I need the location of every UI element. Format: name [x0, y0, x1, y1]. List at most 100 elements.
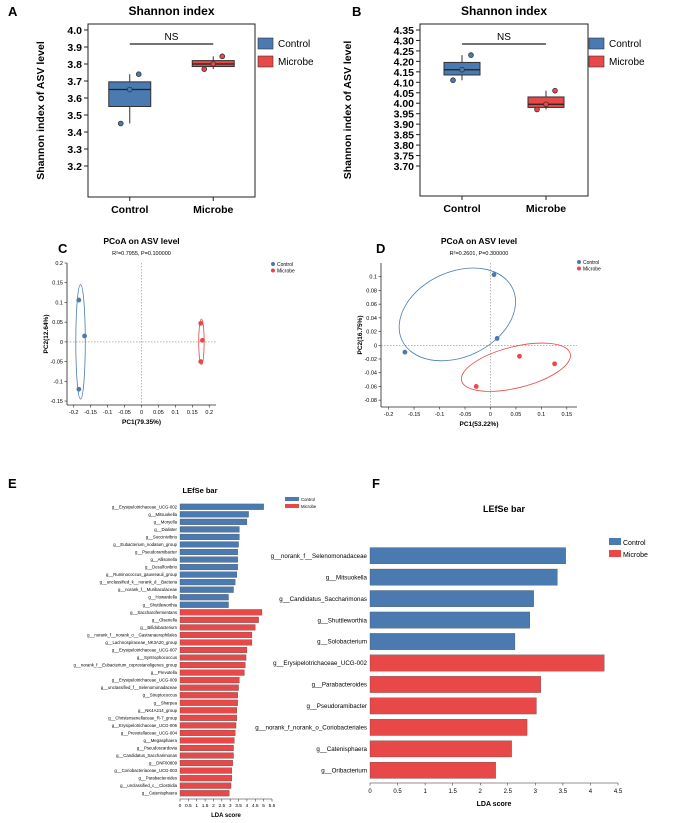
bar-label: g__Shuttleworthia — [143, 602, 178, 607]
panel-e: E LEfSe bar g__Erysipelotrichaceae_UCG-002… — [8, 476, 317, 819]
legend-label: Microbe — [301, 504, 317, 509]
bar-label: g__unclassified_f__Selenomonadaceae — [101, 685, 178, 690]
x-tick-label: 5.5 — [269, 803, 276, 809]
bar-microbe — [179, 616, 259, 623]
panel-letter: D — [376, 241, 385, 256]
bar-label: g__Candidatus_Saccharimonas — [116, 753, 177, 758]
x-axis-label: PC1(53.22%) — [459, 421, 498, 428]
chart-title: PCoA on ASV level — [441, 236, 517, 246]
y-tick-label: 0.04 — [366, 316, 377, 322]
bar-microbe — [179, 646, 248, 654]
x-tick-label: 0.15 — [561, 412, 572, 418]
y-tick-label: 4.35 — [394, 25, 415, 37]
x-tick-label: 4 — [246, 803, 249, 809]
point-microbe — [473, 384, 479, 389]
y-tick-label: 3.70 — [394, 161, 415, 173]
bar-label: g__Sharpea — [154, 700, 178, 705]
y-axis-label: Shannon index of ASV level — [342, 41, 354, 180]
point-control — [76, 297, 82, 303]
legend-label: Control — [623, 540, 646, 547]
bar-label: g__Erysipelotrichaceae_UCG-007 — [112, 648, 178, 653]
x-tick-label: 1.5 — [202, 803, 209, 809]
bar-label: g__Erysipelotrichaceae_UCG-009 — [112, 678, 178, 683]
chart-stats: R²=0.7955, P=0.100000 — [112, 251, 171, 257]
significance-label: NS — [497, 32, 511, 43]
bar-microbe — [179, 609, 263, 616]
plot-frame — [419, 23, 589, 197]
y-tick-label: 3.5 — [67, 110, 82, 122]
panel-a: A Shannon index Shannon index of ASV level… — [8, 4, 314, 216]
bar-label: g__Christensenellaceae_R-7_group — [108, 715, 177, 720]
legend-label: Microbe — [623, 552, 648, 559]
point-microbe — [517, 353, 522, 359]
bar-label: g__Prevotella — [151, 670, 178, 675]
x-tick-label: -0.15 — [84, 410, 97, 416]
legend-label: Microbe — [278, 57, 314, 68]
y-tick-label: 0.02 — [366, 330, 377, 336]
bar-microbe — [179, 684, 239, 691]
bar-microbe — [179, 654, 247, 661]
bar-label: g__Dialister — [154, 527, 177, 532]
bar-control — [179, 556, 238, 563]
y-tick-label: 0 — [374, 343, 377, 349]
point-microbe — [200, 337, 205, 343]
x-tick-label: 2.5 — [218, 803, 225, 809]
y-tick-label: 4.15 — [394, 67, 415, 79]
y-tick-label: 3.80 — [394, 140, 415, 152]
bar-control — [179, 548, 238, 556]
x-tick-label: 0.2 — [205, 410, 213, 416]
y-tick-label: 0.05 — [52, 320, 63, 326]
data-point — [135, 71, 142, 77]
bar-label: g__Candidatus_Saccharimonas — [279, 596, 367, 603]
x-tick-label: 0.05 — [153, 410, 164, 416]
legend-marker — [577, 266, 581, 271]
y-axis-label: PC2(16.75%) — [357, 315, 364, 354]
y-tick-label: 3.9 — [67, 42, 82, 54]
x-tick-label: 5 — [262, 803, 265, 809]
bar-microbe — [179, 775, 233, 782]
confidence-ellipse-microbe — [460, 342, 571, 392]
point-control — [82, 333, 88, 339]
bar-label: g__Lachnospiraceae_NK3A20_group — [105, 640, 177, 645]
panel-letter: F — [372, 476, 380, 491]
x-tick-label: 0.1 — [538, 412, 546, 418]
x-tick-label: -0.15 — [408, 412, 421, 418]
x-tick-label: 3.5 — [235, 803, 242, 809]
legend-label: Control — [609, 39, 641, 50]
bar-microbe — [179, 722, 237, 729]
bar-control — [369, 611, 530, 629]
bar-label: g__norank_f__Selenomonadaceae — [271, 553, 368, 560]
data-point — [117, 120, 124, 127]
y-tick-label: 0.1 — [55, 300, 63, 306]
bar-label: g__Prevotellaceae_UCG-004 — [121, 730, 178, 735]
bar-microbe — [369, 740, 512, 758]
bar-label: g__Moryella — [154, 519, 178, 524]
bar-label: g__Pseudoramibacter — [306, 703, 367, 710]
bar-label: g__Oribacterium — [321, 767, 367, 774]
point-control — [402, 349, 408, 355]
bar-control — [369, 590, 534, 607]
chart-title: Shannon index — [128, 4, 214, 18]
legend-marker — [271, 262, 275, 266]
bar-label: g__Parabacteroides — [312, 682, 367, 689]
bar-microbe — [179, 744, 234, 752]
bar-label: g__Eubacterium_nodatum_group — [113, 542, 177, 547]
x-tick-label: -0.2 — [384, 412, 393, 418]
legend-swatch — [285, 504, 299, 508]
bar-microbe — [179, 631, 253, 638]
bar-microbe — [179, 699, 238, 706]
bar-microbe — [179, 639, 253, 646]
bar-control — [179, 511, 249, 518]
chart-title: LEfSe bar — [483, 504, 526, 514]
chart-title: LEfSe bar — [182, 486, 217, 495]
bar-microbe — [179, 729, 236, 736]
y-tick-label: 4.30 — [394, 35, 415, 47]
legend-swatch — [257, 55, 274, 68]
chart-stats: R²=0.2601, P=0.300000 — [450, 251, 509, 257]
box-control — [108, 81, 152, 107]
point-microbe — [552, 361, 557, 367]
y-tick-label: 3.2 — [67, 161, 82, 173]
x-tick-label: 0.5 — [393, 789, 402, 795]
bar-microbe — [369, 697, 537, 715]
